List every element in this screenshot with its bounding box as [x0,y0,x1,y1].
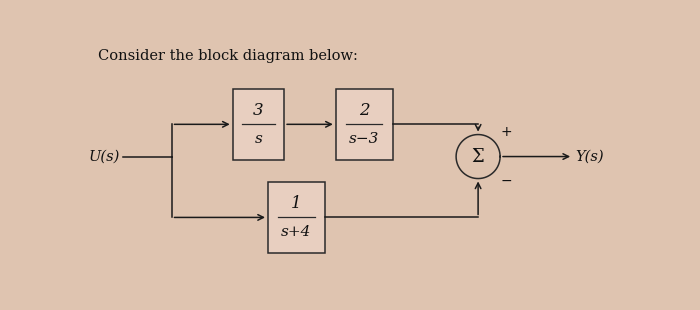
Text: s−3: s−3 [349,132,379,146]
Text: −: − [500,174,512,188]
Text: +: + [500,125,512,139]
Text: Σ: Σ [472,148,484,166]
Polygon shape [456,135,500,179]
Text: U(s): U(s) [89,149,120,164]
FancyBboxPatch shape [232,89,284,160]
Text: Y(s): Y(s) [575,149,604,164]
Text: Consider the block diagram below:: Consider the block diagram below: [98,49,358,63]
FancyBboxPatch shape [336,89,393,160]
Text: 2: 2 [359,101,370,118]
Text: s: s [255,132,262,146]
Text: 3: 3 [253,101,264,118]
Text: 1: 1 [291,195,302,212]
FancyBboxPatch shape [268,182,325,253]
Text: s+4: s+4 [281,225,312,239]
